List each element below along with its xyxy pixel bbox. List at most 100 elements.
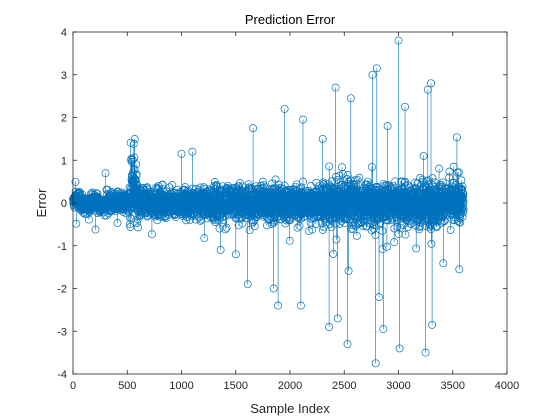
data-point-marker [249, 124, 258, 133]
x-tick-label: 1000 [169, 380, 193, 392]
data-point-marker [352, 231, 361, 240]
data-point-marker [452, 133, 461, 142]
data-point-marker [401, 182, 410, 191]
data-point-marker [432, 223, 441, 232]
data-point-marker [446, 226, 455, 234]
data-point-marker [428, 320, 437, 329]
data-point-marker [415, 218, 424, 227]
data-point-marker [368, 70, 377, 79]
data-point-marker [259, 177, 267, 186]
data-point-marker [390, 238, 399, 247]
data-point-marker [210, 181, 219, 190]
data-point-marker [259, 181, 268, 190]
data-point-marker [216, 246, 225, 254]
data-point-marker [397, 177, 406, 186]
data-point-marker [296, 301, 305, 310]
data-point-marker [379, 179, 388, 188]
data-point-marker [439, 259, 448, 268]
data-point-marker [406, 219, 415, 228]
data-point-marker [325, 323, 334, 331]
data-point-marker [134, 223, 142, 232]
data-point-marker [343, 171, 352, 180]
data-point-marker [325, 162, 334, 171]
data-point-marker [311, 220, 320, 229]
data-point-marker [438, 178, 447, 187]
data-point-marker [219, 215, 228, 224]
data-point-marker [132, 160, 141, 169]
data-point-marker [353, 175, 362, 184]
data-point-marker [126, 213, 134, 222]
data-point-marker [182, 216, 191, 225]
data-point-marker [132, 218, 141, 227]
data-point-marker [329, 250, 338, 258]
data-point-marker [71, 177, 80, 186]
data-point-marker [188, 147, 197, 156]
data-point-marker [403, 180, 412, 189]
data-point-marker [427, 79, 435, 88]
data-point-marker [407, 220, 416, 228]
data-point-marker [168, 181, 177, 190]
y-tick-label: 0 [61, 198, 67, 210]
data-point-marker [243, 280, 252, 289]
data-point-marker [131, 176, 140, 184]
data-point-marker [456, 218, 465, 227]
x-tick-label: 500 [118, 380, 136, 392]
data-point-marker [101, 169, 110, 178]
data-point-marker [218, 182, 227, 191]
data-point-marker [394, 36, 403, 45]
stem-markers [69, 36, 468, 368]
data-point-marker [378, 226, 387, 235]
data-point-marker [375, 293, 383, 302]
data-point-marker [308, 225, 317, 234]
data-point-marker [459, 205, 468, 214]
y-tick-label: 2 [61, 113, 67, 125]
data-point-marker [348, 224, 357, 233]
data-point-marker [235, 179, 244, 188]
data-point-marker [247, 185, 256, 193]
data-point-marker [427, 239, 436, 248]
data-point-marker [449, 162, 458, 171]
data-point-marker [370, 221, 379, 230]
data-point-marker [366, 219, 375, 228]
data-point-marker [250, 222, 259, 231]
data-point-marker [421, 348, 430, 357]
y-tick-label: -1 [57, 241, 67, 253]
data-point-marker [383, 122, 392, 131]
data-point-marker [245, 226, 254, 235]
y-axis-ticks: -4 -3 -2 -1 0 1 2 3 4 [57, 27, 507, 381]
y-tick-label: 3 [61, 70, 67, 82]
data-point-marker [293, 223, 302, 232]
data-point-marker [371, 359, 380, 368]
data-point-marker [132, 179, 141, 188]
data-point-marker [367, 163, 376, 172]
data-point-marker [129, 140, 138, 148]
data-point-marker [158, 180, 167, 189]
data-point-marker [234, 221, 243, 230]
data-point-marker [459, 189, 468, 198]
data-point-marker [317, 219, 326, 228]
data-point-marker [459, 197, 468, 206]
x-tick-label: 1500 [224, 380, 248, 392]
data-point-marker [338, 163, 346, 172]
x-axis-label: Sample Index [250, 401, 330, 416]
data-point-marker [391, 177, 400, 186]
data-point-marker [274, 301, 283, 310]
data-point-marker [335, 214, 344, 223]
data-point-marker [200, 234, 209, 243]
data-point-marker [412, 244, 421, 253]
data-point-marker [165, 183, 174, 192]
x-tick-label: 2000 [278, 380, 302, 392]
data-point-marker [340, 219, 349, 228]
data-point-marker [132, 170, 141, 179]
data-point-marker [455, 265, 464, 274]
x-tick-label: 2500 [332, 380, 356, 392]
data-point-marker [394, 230, 403, 238]
data-point-marker [395, 344, 404, 353]
data-point-marker [126, 222, 135, 231]
y-tick-label: -4 [57, 369, 67, 381]
data-point-marker [84, 215, 93, 224]
data-point-marker [423, 85, 432, 94]
data-point-marker [388, 214, 397, 223]
data-point-marker [285, 236, 294, 245]
